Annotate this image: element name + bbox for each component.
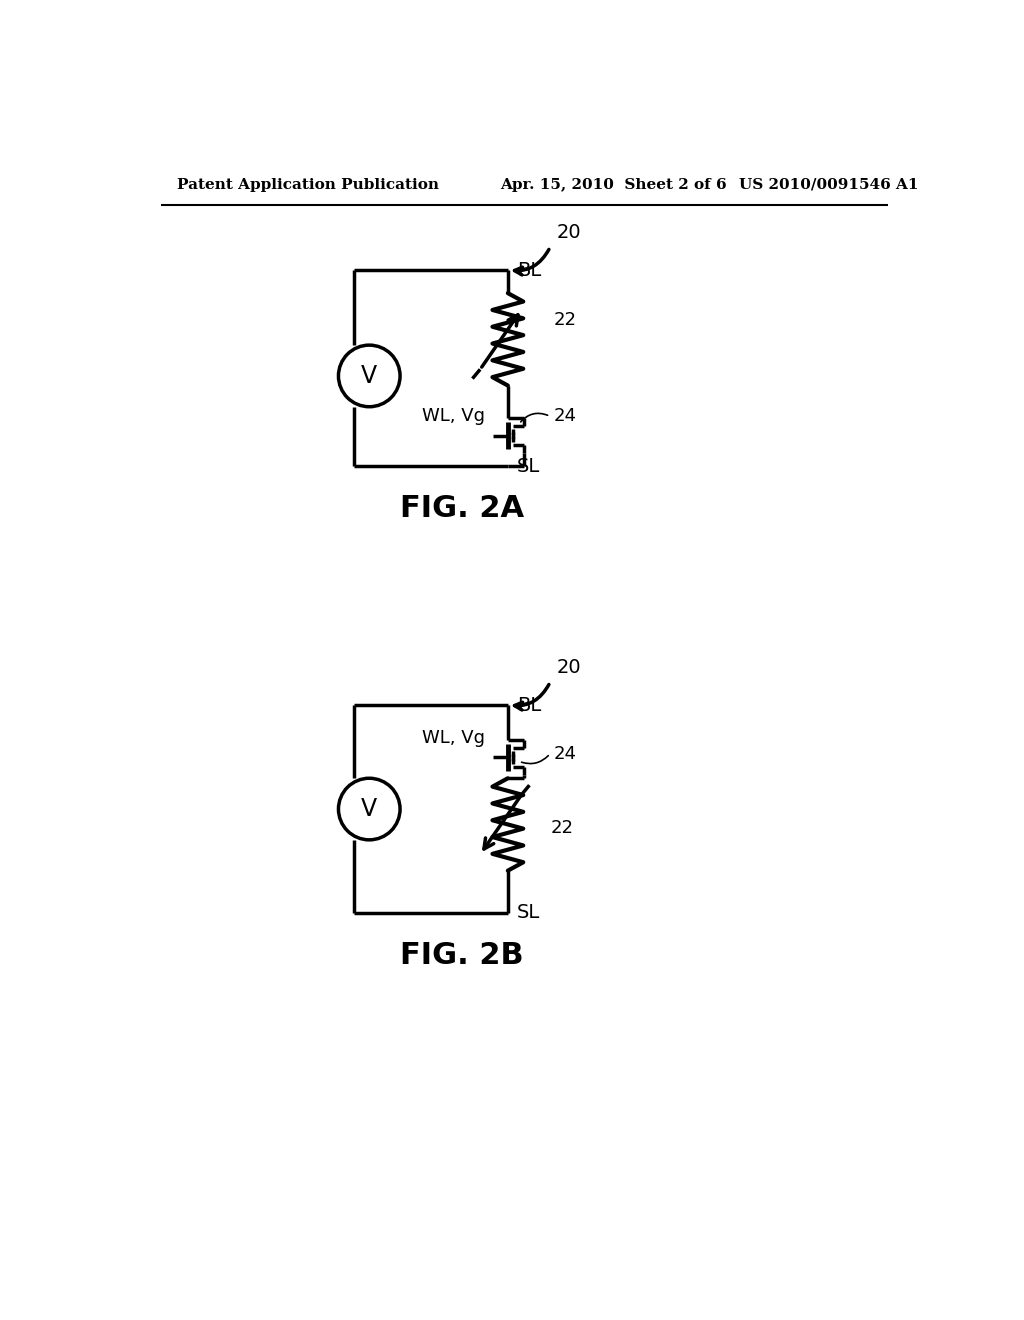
Text: 20: 20: [556, 223, 581, 242]
Text: US 2010/0091546 A1: US 2010/0091546 A1: [739, 178, 919, 191]
Text: 22: 22: [554, 312, 578, 329]
Text: V: V: [361, 364, 377, 388]
Text: BL: BL: [517, 696, 542, 714]
Text: WL, Vg: WL, Vg: [422, 407, 485, 425]
Text: BL: BL: [517, 260, 542, 280]
Text: 20: 20: [556, 657, 581, 677]
Text: WL, Vg: WL, Vg: [422, 729, 485, 747]
Text: V: V: [361, 797, 377, 821]
Text: 24: 24: [554, 408, 578, 425]
Text: Patent Application Publication: Patent Application Publication: [177, 178, 438, 191]
Text: 24: 24: [554, 744, 578, 763]
Text: 22: 22: [550, 820, 573, 837]
Text: SL: SL: [517, 457, 541, 477]
Text: SL: SL: [517, 903, 541, 923]
Text: FIG. 2A: FIG. 2A: [399, 494, 523, 523]
Text: Apr. 15, 2010  Sheet 2 of 6: Apr. 15, 2010 Sheet 2 of 6: [500, 178, 727, 191]
Text: FIG. 2B: FIG. 2B: [399, 941, 523, 970]
